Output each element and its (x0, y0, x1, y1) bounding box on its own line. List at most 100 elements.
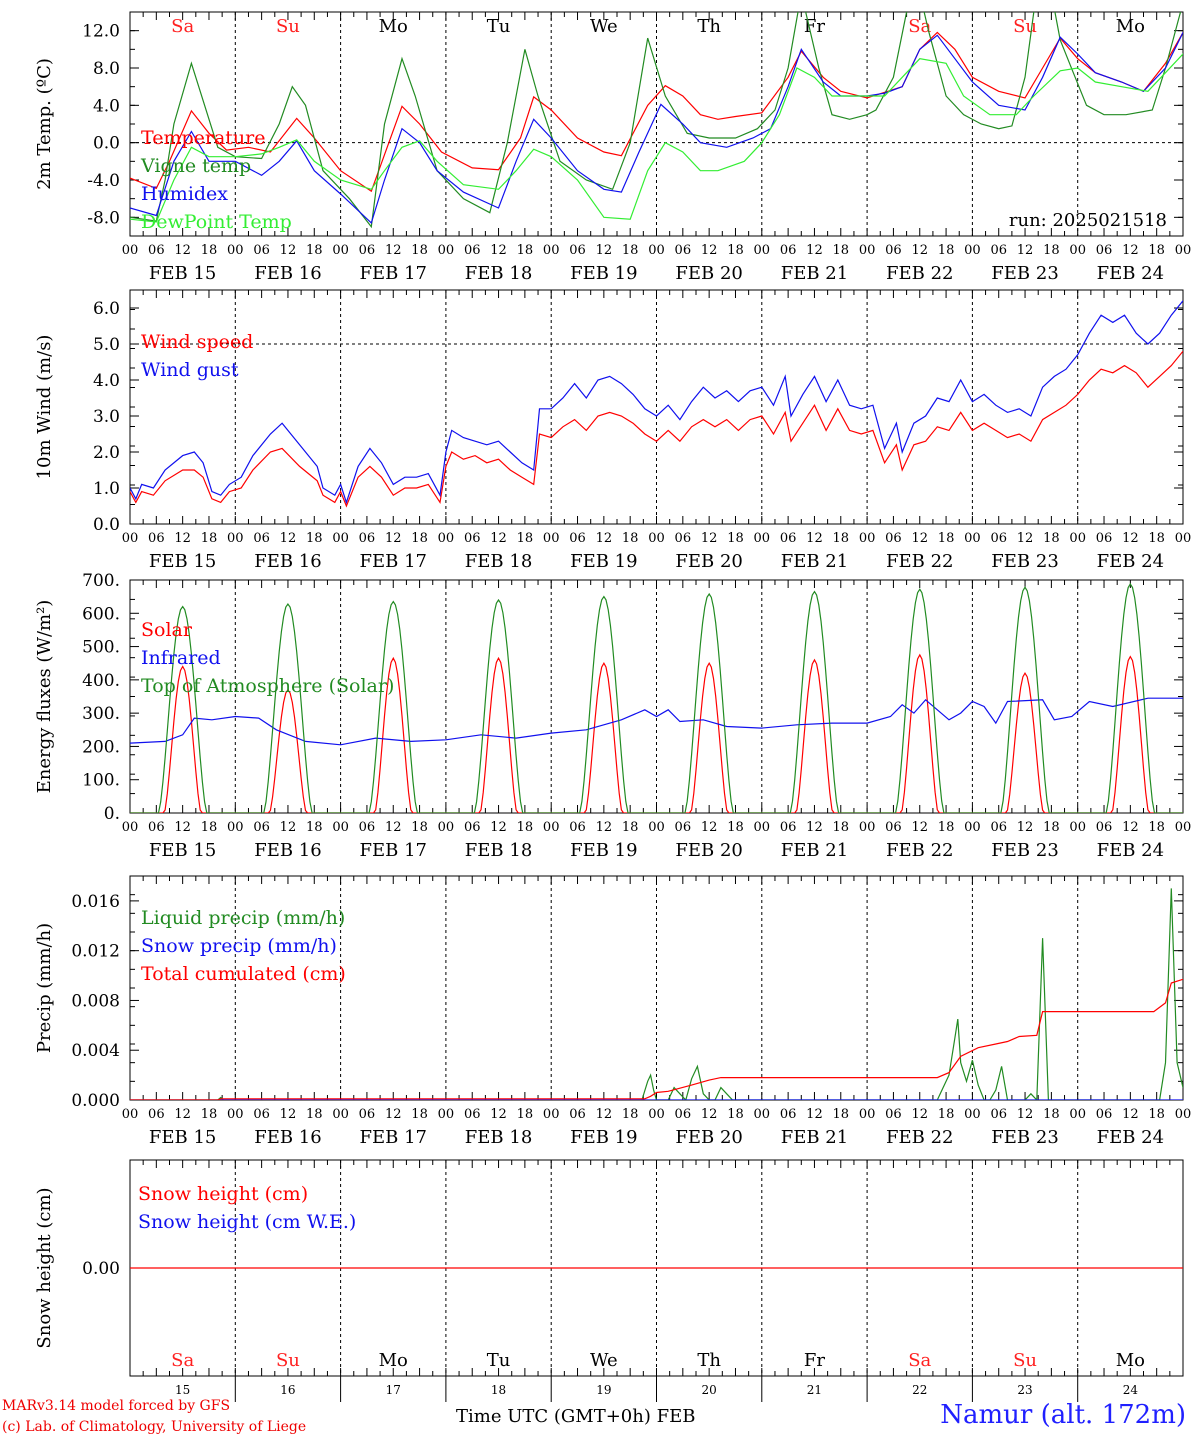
date-label: FEB 19 (570, 263, 637, 284)
hour-label: 18 (1148, 820, 1165, 835)
series-group (130, 300, 1183, 508)
hour-label: 06 (1096, 243, 1113, 258)
hour-label: 12 (385, 820, 402, 835)
hour-label: 00 (227, 531, 244, 546)
hour-label: 18 (411, 531, 428, 546)
legend-solar: Solar (141, 619, 193, 641)
hour-label: 06 (148, 1107, 165, 1122)
hour-label: 06 (885, 531, 902, 546)
day-number: 24 (1123, 1383, 1139, 1397)
day-name: Su (1013, 1350, 1037, 1371)
hour-label: 18 (833, 1107, 850, 1122)
series-group (130, 888, 1183, 1100)
hour-label: 00 (438, 820, 455, 835)
hour-label: 12 (490, 1107, 507, 1122)
series-temperature (130, 31, 1183, 193)
date-label: FEB 16 (254, 840, 321, 861)
hour-label: 00 (122, 820, 139, 835)
hour-label: 18 (201, 1107, 218, 1122)
day-name: Mo (379, 1350, 408, 1371)
hour-label: 06 (569, 1107, 586, 1122)
hour-label: 00 (1175, 531, 1192, 546)
hour-label: 00 (1175, 1107, 1192, 1122)
hour-label: 18 (727, 243, 744, 258)
day-number: 16 (280, 1383, 295, 1397)
day-name: Mo (1116, 1350, 1145, 1371)
hour-label: 06 (464, 1107, 481, 1122)
hour-label: 12 (1122, 243, 1139, 258)
date-label: FEB 16 (254, 1127, 321, 1148)
y-tick-label: 4.0 (93, 96, 120, 116)
hour-label: 12 (701, 820, 718, 835)
series-total-cumulated-cm- (130, 978, 1183, 1100)
hour-label: 12 (596, 1107, 613, 1122)
legend-wind-speed: Wind speed (141, 331, 253, 353)
date-label: FEB 17 (360, 551, 427, 572)
legend-wind-gust: Wind gust (141, 359, 239, 381)
day-number: 19 (596, 1383, 611, 1397)
hour-label: 18 (1043, 1107, 1060, 1122)
hour-label: 12 (596, 243, 613, 258)
day-name: Sa (171, 16, 194, 37)
hour-label: 18 (1148, 531, 1165, 546)
hour-label: 12 (280, 243, 297, 258)
day-name: Fr (804, 16, 825, 37)
hour-label: 06 (1096, 1107, 1113, 1122)
hour-label: 00 (1069, 1107, 1086, 1122)
hour-label: 06 (675, 1107, 692, 1122)
hour-label: 00 (438, 243, 455, 258)
date-label: FEB 22 (886, 263, 953, 284)
hour-label: 18 (727, 1107, 744, 1122)
y-tick-label: 8.0 (93, 59, 120, 79)
date-label: FEB 15 (149, 840, 216, 861)
hour-label: 12 (911, 531, 928, 546)
date-label: FEB 24 (1097, 1127, 1164, 1148)
series-top-of-atmosphere-solar- (130, 582, 1183, 813)
y-tick-label: 12.0 (82, 22, 120, 42)
day-name: Su (276, 1350, 300, 1371)
hour-label: 12 (280, 820, 297, 835)
date-label: FEB 22 (886, 840, 953, 861)
day-name: Tu (487, 1350, 511, 1371)
hour-label: 18 (201, 531, 218, 546)
hour-label: 18 (622, 820, 639, 835)
y-tick-label: 0. (104, 804, 120, 824)
hour-label: 00 (227, 820, 244, 835)
panel-energy: 0. 100. 200. 300. 400. 500. 600. 700. Energy flu… (34, 571, 1191, 861)
date-label: FEB 20 (675, 840, 742, 861)
hour-label: 06 (780, 820, 797, 835)
hour-label: 00 (859, 531, 876, 546)
legend-snow-height-cm-w-e-: Snow height (cm W.E.) (138, 1211, 356, 1233)
day-number: 18 (491, 1383, 506, 1397)
hour-label: 18 (306, 531, 323, 546)
hour-label: 00 (859, 243, 876, 258)
date-label: FEB 16 (254, 263, 321, 284)
hour-label: 18 (517, 531, 534, 546)
hour-label: 18 (1043, 820, 1060, 835)
day-number: 20 (702, 1383, 717, 1397)
date-label: FEB 22 (886, 1127, 953, 1148)
hour-label: 00 (1069, 531, 1086, 546)
hour-label: 00 (332, 243, 349, 258)
panel-precip: 0.000 0.004 0.008 0.012 0.016 Precip (mm/h) 00… (34, 875, 1192, 1148)
hour-label: 12 (1017, 243, 1034, 258)
time-axis-label: Time UTC (GMT+0h) FEB (456, 1406, 696, 1427)
date-label: FEB 17 (360, 1127, 427, 1148)
date-label: FEB 15 (149, 551, 216, 572)
hour-label: 12 (385, 1107, 402, 1122)
legend-temperature: Temperature (141, 127, 265, 149)
hour-label: 12 (490, 243, 507, 258)
series-dewpoint-temp (130, 53, 1183, 223)
y-tick-label: 0.0 (93, 134, 120, 154)
hour-label: 18 (411, 1107, 428, 1122)
hour-label: 00 (543, 820, 560, 835)
day-name: Mo (379, 16, 408, 37)
hour-label: 06 (569, 531, 586, 546)
date-label: FEB 23 (991, 263, 1058, 284)
day-name: We (590, 1350, 618, 1371)
day-name: Mo (1116, 16, 1145, 37)
y-tick-label: 1.0 (93, 479, 120, 499)
y-tick-label: 300. (82, 704, 120, 724)
hour-label: 06 (675, 531, 692, 546)
